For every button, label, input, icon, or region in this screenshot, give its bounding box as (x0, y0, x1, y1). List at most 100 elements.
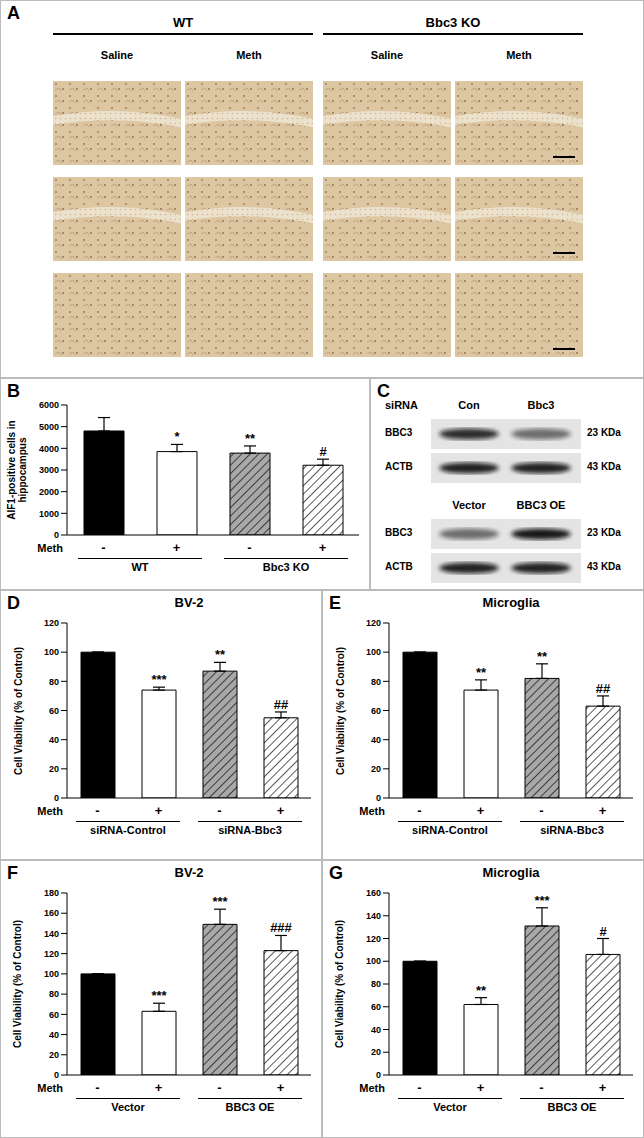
html-text:Meth: Meth (506, 49, 532, 61)
svg-text:120: 120 (366, 618, 381, 628)
html-text:Saline: Saline (370, 49, 404, 61)
html-text:Meth: Meth (236, 49, 262, 61)
html-text:Bbc3 KO: Bbc3 KO (425, 15, 481, 30)
svg-text:***: *** (151, 672, 167, 687)
html-text:Con: Con (458, 399, 480, 411)
svg-text:40: 40 (49, 735, 59, 745)
svg-text:100: 100 (366, 956, 381, 966)
html-text:A: A (7, 3, 20, 23)
svg-text:40: 40 (371, 1025, 381, 1035)
svg-text:0: 0 (54, 1070, 59, 1080)
svg-text:3000: 3000 (39, 465, 59, 475)
html-text:WT: WT (131, 561, 149, 573)
html-text:Microglia: Microglia (482, 595, 540, 610)
svg-text:4000: 4000 (39, 444, 59, 454)
svg-text:-: - (247, 540, 251, 555)
svg-text:##: ## (596, 681, 611, 696)
svg-text:0: 0 (376, 793, 381, 803)
html-text:siRNA: siRNA (385, 399, 418, 411)
html-text:WT: WT (172, 15, 194, 30)
html-text:Vector: Vector (452, 499, 486, 511)
svg-text:2000: 2000 (39, 487, 59, 497)
svg-text:80: 80 (49, 989, 59, 999)
svg-text:#: # (319, 444, 327, 459)
html-text:Bbc3: Bbc3 (527, 399, 555, 411)
svg-text:-: - (217, 803, 221, 818)
svg-text:80: 80 (49, 677, 59, 687)
svg-text:120: 120 (44, 618, 59, 628)
svg-text:60: 60 (49, 1010, 59, 1020)
svg-text:##: ## (274, 697, 289, 712)
svg-text:80: 80 (371, 979, 381, 989)
svg-text:+: + (477, 803, 485, 818)
svg-text:-: - (539, 803, 543, 818)
html-text:AIF1-positive cells in hippoca: AIF1-positive cells in hippocampus (6, 420, 28, 520)
svg-text:100: 100 (44, 969, 59, 979)
svg-text:**: ** (476, 665, 487, 680)
html-text:Microglia: Microglia (482, 865, 540, 880)
svg-text:+: + (155, 803, 163, 818)
html-text:Saline: Saline (100, 49, 134, 61)
svg-text:***: *** (534, 893, 550, 908)
svg-text:**: ** (215, 647, 226, 662)
svg-text:6000: 6000 (39, 400, 59, 410)
svg-text:**: ** (476, 983, 487, 998)
svg-text:20: 20 (49, 1050, 59, 1060)
svg-text:-: - (95, 803, 99, 818)
svg-text:60: 60 (371, 706, 381, 716)
svg-text:140: 140 (366, 911, 381, 921)
html-text:Bbc3 KO: Bbc3 KO (262, 561, 310, 573)
svg-text:+: + (599, 803, 607, 818)
svg-text:160: 160 (44, 908, 59, 918)
svg-text:100: 100 (44, 647, 59, 657)
svg-text:###: ### (270, 920, 292, 935)
svg-text:0: 0 (54, 530, 59, 540)
html-text:BV-2: BV-2 (174, 595, 204, 610)
html-text:G: G (329, 863, 343, 883)
svg-text:60: 60 (371, 1002, 381, 1012)
html-text:C: C (377, 381, 390, 401)
svg-text:20: 20 (49, 764, 59, 774)
svg-text:-: - (417, 803, 421, 818)
svg-text:***: *** (151, 988, 167, 1003)
html-text:BBC3 OE: BBC3 OE (516, 499, 566, 511)
svg-text:#: # (599, 924, 607, 939)
svg-text:120: 120 (366, 934, 381, 944)
svg-text:160: 160 (366, 888, 381, 898)
svg-text:0: 0 (54, 793, 59, 803)
svg-text:+: + (319, 540, 327, 555)
svg-text:180: 180 (44, 888, 59, 898)
svg-text:-: - (101, 540, 105, 555)
svg-text:1000: 1000 (39, 509, 59, 519)
svg-text:5000: 5000 (39, 422, 59, 432)
svg-text:40: 40 (49, 1030, 59, 1040)
html-text:Meth: Meth (37, 542, 63, 554)
svg-text:-: - (217, 1080, 221, 1095)
svg-text:120: 120 (44, 949, 59, 959)
svg-text:**: ** (245, 431, 256, 446)
svg-text:*: * (174, 429, 180, 444)
html-text:D: D (7, 593, 20, 613)
html-text:B: B (7, 381, 20, 401)
svg-text:**: ** (537, 649, 548, 664)
svg-text:20: 20 (371, 1047, 381, 1057)
svg-text:60: 60 (49, 706, 59, 716)
svg-text:-: - (417, 1080, 421, 1095)
html-text:BV-2: BV-2 (174, 865, 204, 880)
svg-text:+: + (477, 1080, 485, 1095)
svg-text:0: 0 (376, 1070, 381, 1080)
svg-text:+: + (277, 1080, 285, 1095)
svg-text:-: - (95, 1080, 99, 1095)
svg-text:40: 40 (371, 735, 381, 745)
svg-text:+: + (599, 1080, 607, 1095)
svg-text:+: + (277, 803, 285, 818)
svg-text:140: 140 (44, 929, 59, 939)
svg-text:+: + (155, 1080, 163, 1095)
svg-text:20: 20 (371, 764, 381, 774)
svg-text:-: - (539, 1080, 543, 1095)
svg-text:80: 80 (371, 677, 381, 687)
svg-text:100: 100 (366, 647, 381, 657)
svg-text:+: + (173, 540, 181, 555)
html-text:Cell Viability (% of Control): Cell Viability (% of Control) (11, 646, 23, 775)
svg-text:***: *** (212, 894, 228, 909)
